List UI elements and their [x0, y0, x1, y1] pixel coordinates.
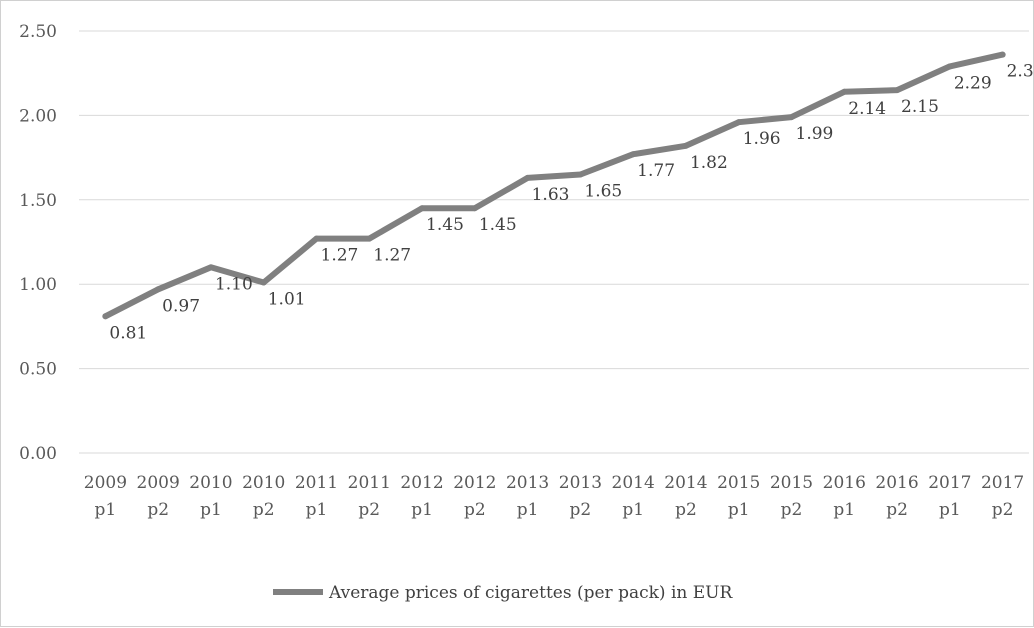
data-label: 1.82 — [690, 153, 728, 173]
data-label: 1.10 — [215, 274, 253, 294]
x-tick-label: 2013 p1 — [506, 473, 549, 520]
data-point — [102, 313, 109, 320]
x-tick-label: 2016 p2 — [875, 473, 918, 520]
y-tick-label: 2.00 — [19, 106, 57, 126]
x-tick-label: 2013 p2 — [559, 473, 602, 520]
data-point — [155, 286, 162, 293]
data-point — [946, 63, 953, 70]
x-tick-label: 2017 p2 — [981, 473, 1024, 520]
x-tick-label: 2015 p1 — [717, 473, 760, 520]
legend-label: Average prices of cigarettes (per pack) … — [328, 583, 733, 603]
y-tick-label: 1.50 — [19, 191, 57, 211]
data-label: 1.96 — [743, 129, 781, 149]
data-point — [788, 114, 795, 121]
x-tick-label: 2014 p1 — [612, 473, 655, 520]
legend: Average prices of cigarettes (per pack) … — [273, 583, 733, 603]
data-point — [471, 205, 478, 212]
x-tick-label: 2015 p2 — [770, 473, 813, 520]
y-tick-label: 0.00 — [19, 444, 57, 464]
y-tick-label: 0.50 — [19, 360, 57, 380]
x-tick-label: 2009 p1 — [84, 473, 127, 520]
x-tick-label: 2017 p1 — [928, 473, 971, 520]
data-point — [260, 279, 267, 286]
x-tick-label: 2016 p1 — [823, 473, 866, 520]
data-point — [894, 87, 901, 94]
data-point — [630, 151, 637, 158]
data-labels: 0.81 0.97 1.10 1.01 1.27 1.27 1.45 1.45 1.63 1.65… — [109, 62, 1034, 344]
x-tick-label: 2011 p2 — [348, 473, 391, 520]
data-label: 2.15 — [901, 97, 939, 117]
data-label: 0.97 — [162, 296, 200, 316]
gridlines — [79, 30, 1029, 454]
data-label: 1.99 — [796, 124, 834, 144]
data-point — [841, 88, 848, 95]
x-tick-label: 2012 p2 — [453, 473, 496, 520]
data-label: 1.27 — [373, 246, 411, 266]
data-point — [366, 235, 373, 242]
data-label: 1.45 — [426, 215, 464, 235]
x-tick-label: 2014 p2 — [664, 473, 707, 520]
x-tick-label: 2011 p1 — [295, 473, 338, 520]
data-label: 1.77 — [637, 161, 675, 181]
y-tick-label: 2.50 — [19, 22, 57, 42]
x-tick-label: 2012 p1 — [400, 473, 443, 520]
data-point — [419, 205, 426, 212]
data-label: 1.63 — [532, 185, 570, 205]
data-point — [999, 51, 1006, 58]
data-label: 1.27 — [321, 246, 359, 266]
data-label: 1.45 — [479, 215, 517, 235]
y-axis-ticks: 0.00 0.50 1.00 1.50 2.00 2.50 — [19, 22, 57, 464]
x-tick-label: 2009 p2 — [137, 473, 180, 520]
data-point — [682, 142, 689, 149]
y-tick-label: 1.00 — [19, 275, 57, 295]
data-label: 2.29 — [954, 73, 992, 93]
data-point — [577, 171, 584, 178]
series-layer — [102, 51, 1006, 320]
data-point — [524, 174, 531, 181]
data-label: 2.36 — [1007, 62, 1034, 82]
data-label: 0.81 — [109, 323, 147, 343]
data-label: 1.65 — [584, 181, 622, 201]
x-tick-label: 2010 p2 — [242, 473, 285, 520]
series-line — [102, 51, 1006, 320]
data-label: 1.01 — [268, 290, 306, 310]
data-label: 2.14 — [848, 99, 886, 119]
x-tick-label: 2010 p1 — [189, 473, 232, 520]
data-point — [313, 235, 320, 242]
data-point — [735, 119, 742, 126]
data-point — [207, 264, 214, 271]
